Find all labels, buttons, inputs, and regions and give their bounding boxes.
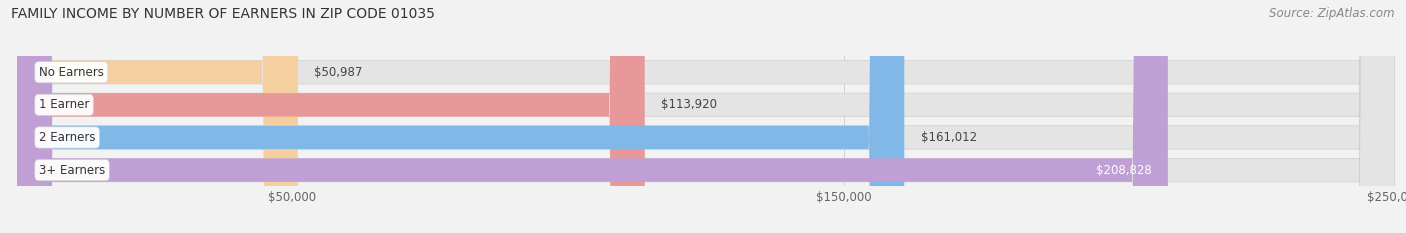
FancyBboxPatch shape	[17, 0, 1395, 233]
Text: 1 Earner: 1 Earner	[39, 98, 90, 111]
FancyBboxPatch shape	[17, 0, 1395, 233]
FancyBboxPatch shape	[17, 0, 298, 233]
Text: $161,012: $161,012	[921, 131, 977, 144]
Text: 2 Earners: 2 Earners	[39, 131, 96, 144]
FancyBboxPatch shape	[17, 0, 1395, 233]
Text: 3+ Earners: 3+ Earners	[39, 164, 105, 177]
FancyBboxPatch shape	[17, 0, 645, 233]
FancyBboxPatch shape	[17, 0, 904, 233]
Text: $113,920: $113,920	[661, 98, 717, 111]
Text: No Earners: No Earners	[39, 66, 104, 79]
Text: Source: ZipAtlas.com: Source: ZipAtlas.com	[1270, 7, 1395, 20]
Text: $50,987: $50,987	[315, 66, 363, 79]
Text: FAMILY INCOME BY NUMBER OF EARNERS IN ZIP CODE 01035: FAMILY INCOME BY NUMBER OF EARNERS IN ZI…	[11, 7, 434, 21]
Text: $208,828: $208,828	[1095, 164, 1152, 177]
FancyBboxPatch shape	[17, 0, 1168, 233]
FancyBboxPatch shape	[17, 0, 1395, 233]
